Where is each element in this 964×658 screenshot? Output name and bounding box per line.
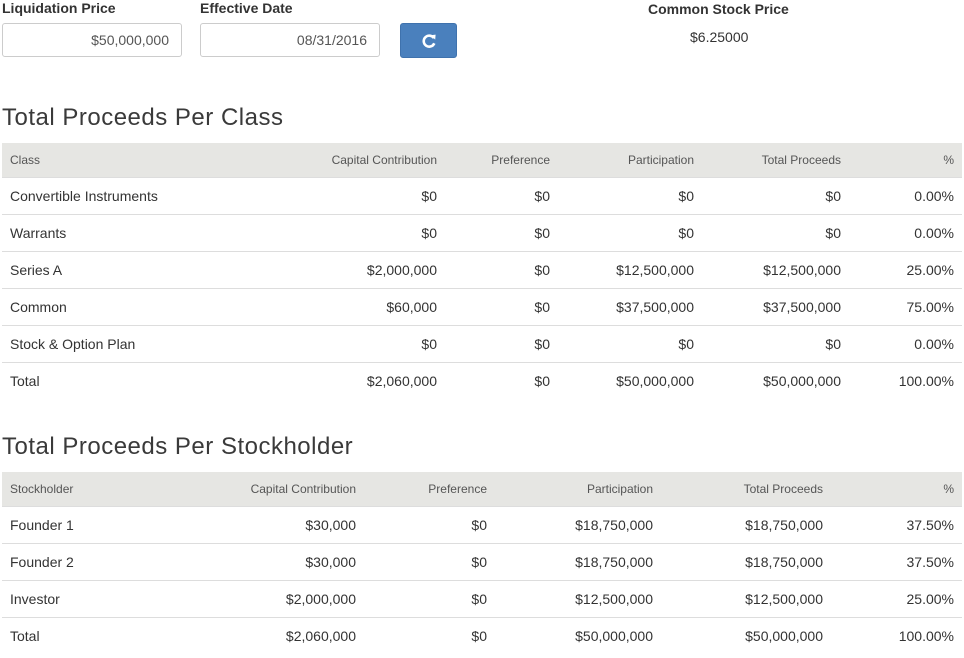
- participation-cell: $50,000,000: [495, 616, 661, 654]
- stockholder-name: Founder 1: [2, 505, 202, 543]
- table-row: Investor $2,000,000 $0 $12,500,000 $12,5…: [2, 579, 962, 617]
- class-name: Series A: [2, 250, 277, 288]
- percent-cell: 37.50%: [831, 505, 962, 543]
- header-percent: %: [943, 152, 954, 167]
- total-proceeds-cell: $12,500,000: [661, 579, 831, 617]
- class-name: Total: [2, 361, 277, 399]
- preference-cell: $0: [445, 213, 558, 251]
- class-name: Common: [2, 287, 277, 325]
- header-percent: %: [943, 481, 954, 496]
- capital-contribution-cell: $60,000: [277, 287, 445, 325]
- preference-cell: $0: [364, 579, 495, 617]
- total-proceeds-cell: $18,750,000: [661, 505, 831, 543]
- participation-cell: $50,000,000: [558, 361, 702, 399]
- capital-contribution-cell: $30,000: [202, 505, 364, 543]
- capital-contribution-cell: $2,000,000: [277, 250, 445, 288]
- preference-cell: $0: [364, 542, 495, 580]
- preference-cell: $0: [445, 250, 558, 288]
- total-proceeds-cell: $12,500,000: [702, 250, 849, 288]
- capital-contribution-cell: $30,000: [202, 542, 364, 580]
- preference-cell: $0: [445, 176, 558, 214]
- total-proceeds-cell: $0: [702, 176, 849, 214]
- participation-cell: $18,750,000: [495, 505, 661, 543]
- capital-contribution-cell: $2,000,000: [202, 579, 364, 617]
- header-capital-contribution: Capital Contribution: [250, 481, 356, 496]
- total-proceeds-cell: $50,000,000: [661, 616, 831, 654]
- total-row: Total $2,060,000 $0 $50,000,000 $50,000,…: [2, 361, 962, 399]
- class-name: Stock & Option Plan: [2, 324, 277, 362]
- class-name: Warrants: [2, 213, 277, 251]
- header-preference: Preference: [428, 481, 487, 496]
- participation-cell: $0: [558, 324, 702, 362]
- participation-cell: $0: [558, 176, 702, 214]
- table-row: Warrants $0 $0 $0 $0 0.00%: [2, 213, 962, 251]
- percent-cell: 100.00%: [831, 616, 962, 654]
- total-row: Total $2,060,000 $0 $50,000,000 $50,000,…: [2, 616, 962, 654]
- header-capital-contribution: Capital Contribution: [331, 152, 437, 167]
- percent-cell: 0.00%: [849, 213, 962, 251]
- percent-cell: 75.00%: [849, 287, 962, 325]
- participation-cell: $0: [558, 213, 702, 251]
- liquidation-price-input[interactable]: [2, 23, 182, 57]
- stockholder-name: Total: [2, 616, 202, 654]
- percent-cell: 0.00%: [849, 176, 962, 214]
- common-stock-price-label: Common Stock Price: [648, 1, 789, 17]
- percent-cell: 25.00%: [831, 579, 962, 617]
- table-row: Series A $2,000,000 $0 $12,500,000 $12,5…: [2, 250, 962, 288]
- header-stockholder: Stockholder: [10, 481, 74, 496]
- stockholder-proceeds-table: Stockholder Capital Contribution Prefere…: [2, 472, 962, 654]
- table-row: Founder 2 $30,000 $0 $18,750,000 $18,750…: [2, 542, 962, 580]
- table-row: Stock & Option Plan $0 $0 $0 $0 0.00%: [2, 324, 962, 362]
- total-proceeds-cell: $0: [702, 213, 849, 251]
- class-section-title: Total Proceeds Per Class: [2, 104, 284, 131]
- stockholder-section-title: Total Proceeds Per Stockholder: [2, 433, 354, 460]
- total-proceeds-cell: $18,750,000: [661, 542, 831, 580]
- stockholder-table-header: Stockholder Capital Contribution Prefere…: [2, 472, 962, 506]
- capital-contribution-cell: $2,060,000: [202, 616, 364, 654]
- class-name: Convertible Instruments: [2, 176, 277, 214]
- refresh-button[interactable]: [400, 23, 457, 58]
- liquidation-price-label: Liquidation Price: [2, 0, 116, 16]
- header-total-proceeds: Total Proceeds: [743, 481, 823, 496]
- class-table-header: Class Capital Contribution Preference Pa…: [2, 143, 962, 177]
- participation-cell: $12,500,000: [495, 579, 661, 617]
- table-row: Common $60,000 $0 $37,500,000 $37,500,00…: [2, 287, 962, 325]
- table-row: Convertible Instruments $0 $0 $0 $0 0.00…: [2, 176, 962, 214]
- header-total-proceeds: Total Proceeds: [761, 152, 841, 167]
- effective-date-label: Effective Date: [200, 0, 293, 16]
- preference-cell: $0: [364, 505, 495, 543]
- table-row: Founder 1 $30,000 $0 $18,750,000 $18,750…: [2, 505, 962, 543]
- percent-cell: 25.00%: [849, 250, 962, 288]
- header-class: Class: [10, 152, 41, 167]
- header-preference: Preference: [491, 152, 550, 167]
- capital-contribution-cell: $0: [277, 213, 445, 251]
- common-stock-price-value: $6.25000: [690, 29, 749, 45]
- participation-cell: $12,500,000: [558, 250, 702, 288]
- percent-cell: 100.00%: [849, 361, 962, 399]
- percent-cell: 0.00%: [849, 324, 962, 362]
- capital-contribution-cell: $0: [277, 324, 445, 362]
- preference-cell: $0: [445, 324, 558, 362]
- stockholder-name: Investor: [2, 579, 202, 617]
- refresh-icon: [421, 33, 436, 48]
- participation-cell: $18,750,000: [495, 542, 661, 580]
- capital-contribution-cell: $0: [277, 176, 445, 214]
- class-proceeds-table: Class Capital Contribution Preference Pa…: [2, 143, 962, 399]
- preference-cell: $0: [445, 361, 558, 399]
- preference-cell: $0: [364, 616, 495, 654]
- participation-cell: $37,500,000: [558, 287, 702, 325]
- header-participation: Participation: [627, 152, 694, 167]
- preference-cell: $0: [445, 287, 558, 325]
- stockholder-name: Founder 2: [2, 542, 202, 580]
- capital-contribution-cell: $2,060,000: [277, 361, 445, 399]
- header-participation: Participation: [586, 481, 653, 496]
- total-proceeds-cell: $0: [702, 324, 849, 362]
- total-proceeds-cell: $50,000,000: [702, 361, 849, 399]
- percent-cell: 37.50%: [831, 542, 962, 580]
- total-proceeds-cell: $37,500,000: [702, 287, 849, 325]
- effective-date-input[interactable]: [200, 23, 380, 57]
